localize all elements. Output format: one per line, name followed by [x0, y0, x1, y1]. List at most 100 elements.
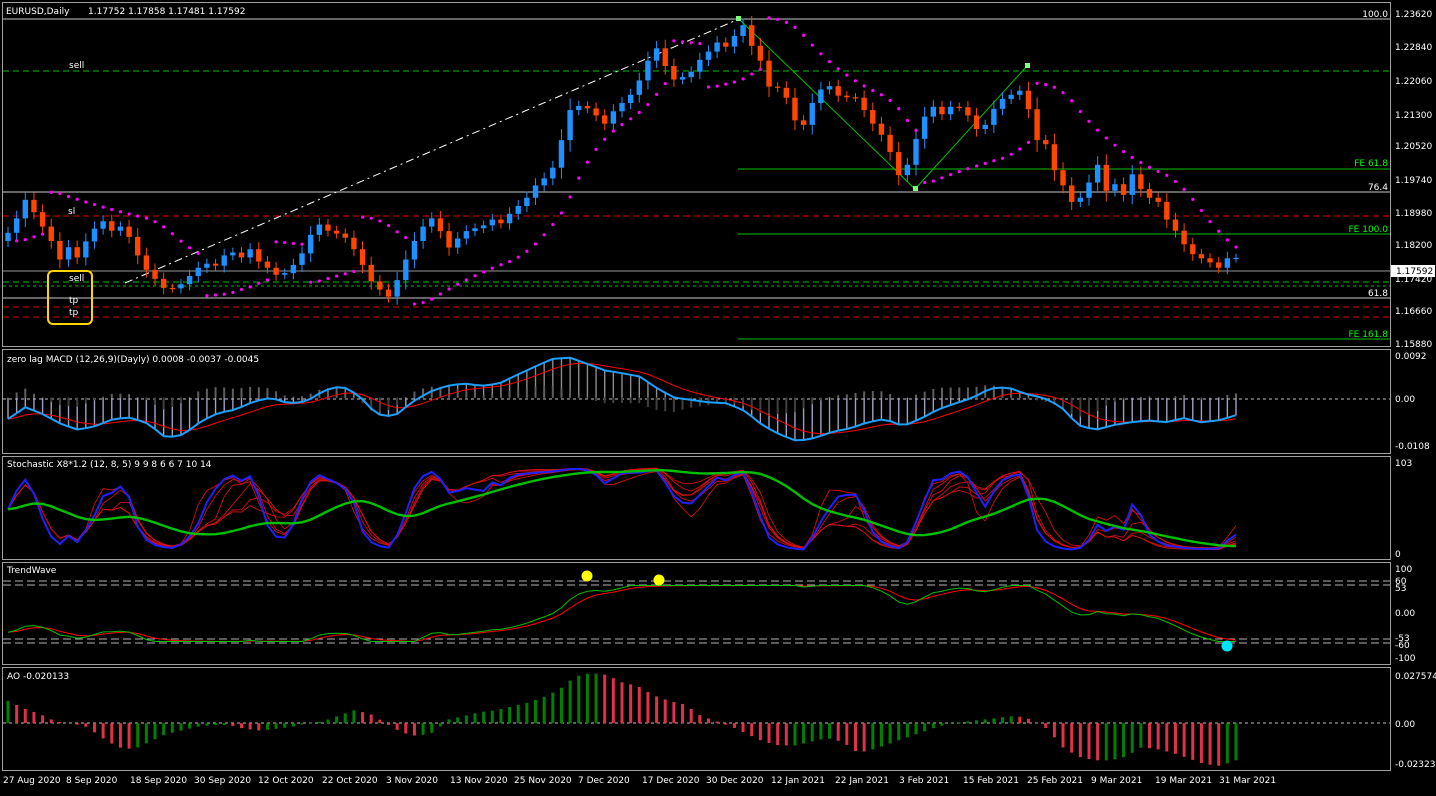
ao-tick: -0.02323 — [1395, 760, 1435, 770]
candle-body — [256, 249, 262, 262]
candle-body — [921, 116, 928, 139]
candle-body — [1224, 258, 1231, 268]
tw-tick: -60 — [1395, 641, 1410, 651]
sar-dot — [343, 272, 347, 276]
sar-dot — [974, 164, 979, 168]
sar-dot — [750, 72, 754, 76]
candle-body — [1120, 184, 1127, 195]
sar-dot — [940, 176, 944, 180]
level-label-fe-161: FE 161.8 — [1349, 330, 1389, 340]
candle-body — [83, 241, 89, 258]
sar-dot — [1113, 143, 1117, 147]
candle-body — [870, 110, 876, 124]
sar-dot — [732, 80, 737, 84]
price-axis: 1.23620 1.22840 1.22060 1.21300 1.20520 … — [1391, 10, 1436, 770]
candle-body — [135, 236, 141, 256]
sar-dot — [784, 20, 788, 24]
time-axis: 27 Aug 2020 8 Sep 2020 18 Sep 2020 30 Se… — [3, 776, 1276, 786]
candle-body — [195, 267, 201, 276]
candle-body — [852, 97, 859, 99]
candle-body — [541, 178, 547, 186]
candle-body — [896, 152, 902, 176]
candle-body — [212, 263, 219, 266]
sar-dot — [1139, 160, 1143, 165]
tw-tick: 100 — [1395, 565, 1412, 575]
macd-tick: -0.0108 — [1395, 442, 1430, 452]
date-tick: 27 Aug 2020 — [3, 776, 61, 786]
candle-body — [385, 289, 392, 297]
sar-dot — [594, 147, 598, 152]
sar-dot — [793, 25, 797, 29]
tw-tick: 60 — [1395, 577, 1407, 587]
candle-body — [723, 42, 729, 47]
sar-dot — [966, 167, 970, 171]
sar-dot — [1156, 169, 1160, 174]
price-tick: 1.15880 — [1395, 340, 1432, 350]
candle-body — [377, 281, 383, 290]
tw-tick: -53 — [1395, 634, 1410, 644]
sar-dot — [680, 40, 685, 44]
sar-dot — [378, 219, 382, 223]
candle-body — [1017, 90, 1023, 95]
price-tick: 1.22060 — [1395, 77, 1432, 87]
sar-dot — [1234, 245, 1238, 249]
candle-body — [1164, 201, 1170, 220]
date-tick: 22 Oct 2020 — [322, 776, 378, 786]
sar-dot — [559, 211, 564, 215]
candle-body — [126, 226, 132, 237]
sar-dot — [75, 197, 79, 201]
sar-dot — [862, 84, 866, 88]
sar-dot — [1217, 229, 1221, 233]
sar-dot — [257, 281, 261, 285]
sar-dot — [585, 160, 590, 164]
sar-dot — [84, 200, 88, 204]
candle-body — [31, 199, 37, 213]
sar-dot — [23, 238, 27, 242]
candle-body — [1043, 140, 1049, 145]
sar-dot — [1018, 147, 1022, 151]
sar-dot — [568, 195, 572, 199]
stochastic-lines — [7, 467, 1237, 551]
sar-dot — [92, 202, 97, 207]
candle-body — [878, 123, 885, 135]
level-label-76: 76.4 — [1368, 183, 1388, 193]
candle-body — [186, 276, 193, 285]
sar-dot — [430, 297, 434, 301]
candle-body — [1138, 174, 1144, 190]
candle-body — [1086, 182, 1092, 198]
sar-dot — [15, 239, 19, 243]
sar-dot — [603, 137, 607, 141]
sar-dot — [672, 39, 676, 43]
candle-body — [627, 94, 634, 104]
level-label-fe-100: FE 100.0 — [1349, 225, 1389, 235]
candle-body — [1025, 90, 1032, 110]
candle-body — [333, 230, 340, 234]
candle-body — [757, 45, 764, 61]
trade-label-sl: sl — [68, 207, 75, 217]
sar-dot — [646, 103, 650, 107]
candle-body — [818, 89, 824, 104]
candle-body — [411, 241, 418, 260]
candle-body — [1129, 174, 1135, 195]
trendwave-signal-dot-3 — [1221, 640, 1233, 652]
candle-body — [1155, 197, 1161, 202]
candle-body — [247, 249, 253, 258]
sar-dot — [360, 215, 365, 219]
candle-body — [74, 247, 80, 258]
candle-body — [783, 87, 790, 98]
stochastic-panel-frame — [2, 456, 1391, 560]
tw-tick: 53 — [1395, 584, 1406, 594]
sar-dot — [1078, 109, 1082, 114]
candle-body — [766, 60, 772, 87]
candle-body — [1112, 184, 1118, 191]
macd-tick: 0.00 — [1395, 395, 1415, 405]
sar-dot — [499, 263, 503, 267]
sar-dot — [1009, 152, 1013, 156]
candle-body — [1034, 109, 1040, 141]
date-tick: 30 Dec 2020 — [706, 776, 764, 786]
sar-dot — [490, 266, 494, 270]
sar-dot — [724, 82, 728, 86]
candle-body — [489, 219, 495, 226]
date-tick: 9 Mar 2021 — [1091, 776, 1142, 786]
